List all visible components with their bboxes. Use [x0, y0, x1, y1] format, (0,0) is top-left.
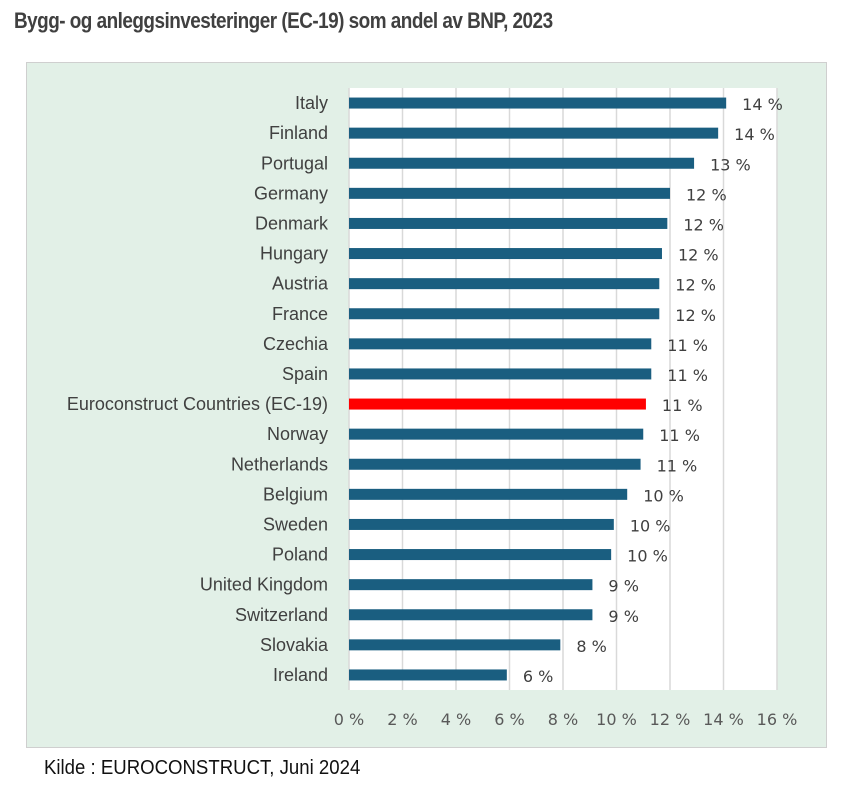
chart-title: Bygg- og anleggsinvesteringer (EC-19) so…	[14, 8, 553, 33]
bar	[349, 338, 652, 350]
category-label: United Kingdom	[200, 575, 328, 595]
bar	[349, 458, 641, 470]
category-label: Hungary	[260, 244, 328, 264]
category-label: France	[272, 304, 328, 324]
bar	[349, 518, 614, 530]
bar	[349, 157, 695, 169]
bar	[349, 428, 644, 440]
category-label: Ireland	[273, 665, 328, 685]
category-label: Switzerland	[235, 605, 328, 625]
category-label: Austria	[272, 274, 329, 294]
bar	[349, 579, 593, 591]
category-label: Denmark	[255, 213, 329, 233]
data-label: 11 %	[667, 366, 708, 385]
bar-highlight	[349, 398, 646, 410]
category-label: Sweden	[263, 514, 328, 534]
data-label: 12 %	[675, 306, 716, 325]
x-tick-label: 16 %	[757, 710, 798, 729]
data-label: 9 %	[608, 607, 638, 626]
bar	[349, 308, 660, 320]
category-label: Finland	[269, 123, 328, 143]
category-label: Slovakia	[260, 635, 329, 655]
x-tick-label: 6 %	[494, 710, 524, 729]
source-note: Kilde : EUROCONSTRUCT, Juni 2024	[44, 757, 361, 779]
bar	[349, 248, 662, 260]
x-tick-label: 10 %	[596, 710, 637, 729]
category-label: Euroconstruct Countries (EC-19)	[67, 394, 328, 414]
category-label: Poland	[272, 545, 328, 565]
bar	[349, 488, 628, 500]
data-label: 12 %	[686, 185, 727, 204]
category-label: Portugal	[261, 153, 328, 173]
data-label: 8 %	[576, 637, 606, 656]
data-label: 9 %	[608, 577, 638, 596]
bar	[349, 609, 593, 621]
bar	[349, 278, 660, 290]
x-tick-label: 8 %	[548, 710, 578, 729]
bar	[349, 669, 507, 681]
category-label: Italy	[295, 93, 328, 113]
data-label: 12 %	[675, 276, 716, 295]
category-label: Czechia	[263, 334, 329, 354]
data-label: 10 %	[627, 547, 668, 566]
data-label: 11 %	[667, 336, 708, 355]
data-label: 12 %	[678, 246, 719, 265]
data-label: 12 %	[683, 215, 724, 234]
x-tick-label: 0 %	[334, 710, 364, 729]
data-label: 10 %	[630, 516, 671, 535]
bar	[349, 549, 612, 561]
category-label: Norway	[267, 424, 328, 444]
data-label: 11 %	[659, 426, 700, 445]
bar	[349, 97, 727, 109]
data-label: 6 %	[523, 667, 553, 686]
category-label: Belgium	[263, 484, 328, 504]
bar	[349, 127, 719, 139]
data-label: 13 %	[710, 155, 751, 174]
bar	[349, 639, 561, 651]
data-label: 11 %	[657, 456, 698, 475]
data-label: 14 %	[734, 125, 775, 144]
category-label: Netherlands	[231, 454, 328, 474]
x-tick-label: 4 %	[441, 710, 471, 729]
x-tick-label: 14 %	[703, 710, 744, 729]
x-tick-label: 2 %	[387, 710, 417, 729]
bar	[349, 187, 670, 199]
data-label: 11 %	[662, 396, 703, 415]
category-label: Germany	[254, 183, 328, 203]
bar	[349, 368, 652, 380]
data-label: 10 %	[643, 486, 684, 505]
category-label: Spain	[282, 364, 328, 384]
data-label: 14 %	[742, 95, 783, 114]
x-tick-label: 12 %	[650, 710, 691, 729]
bar	[349, 217, 668, 229]
